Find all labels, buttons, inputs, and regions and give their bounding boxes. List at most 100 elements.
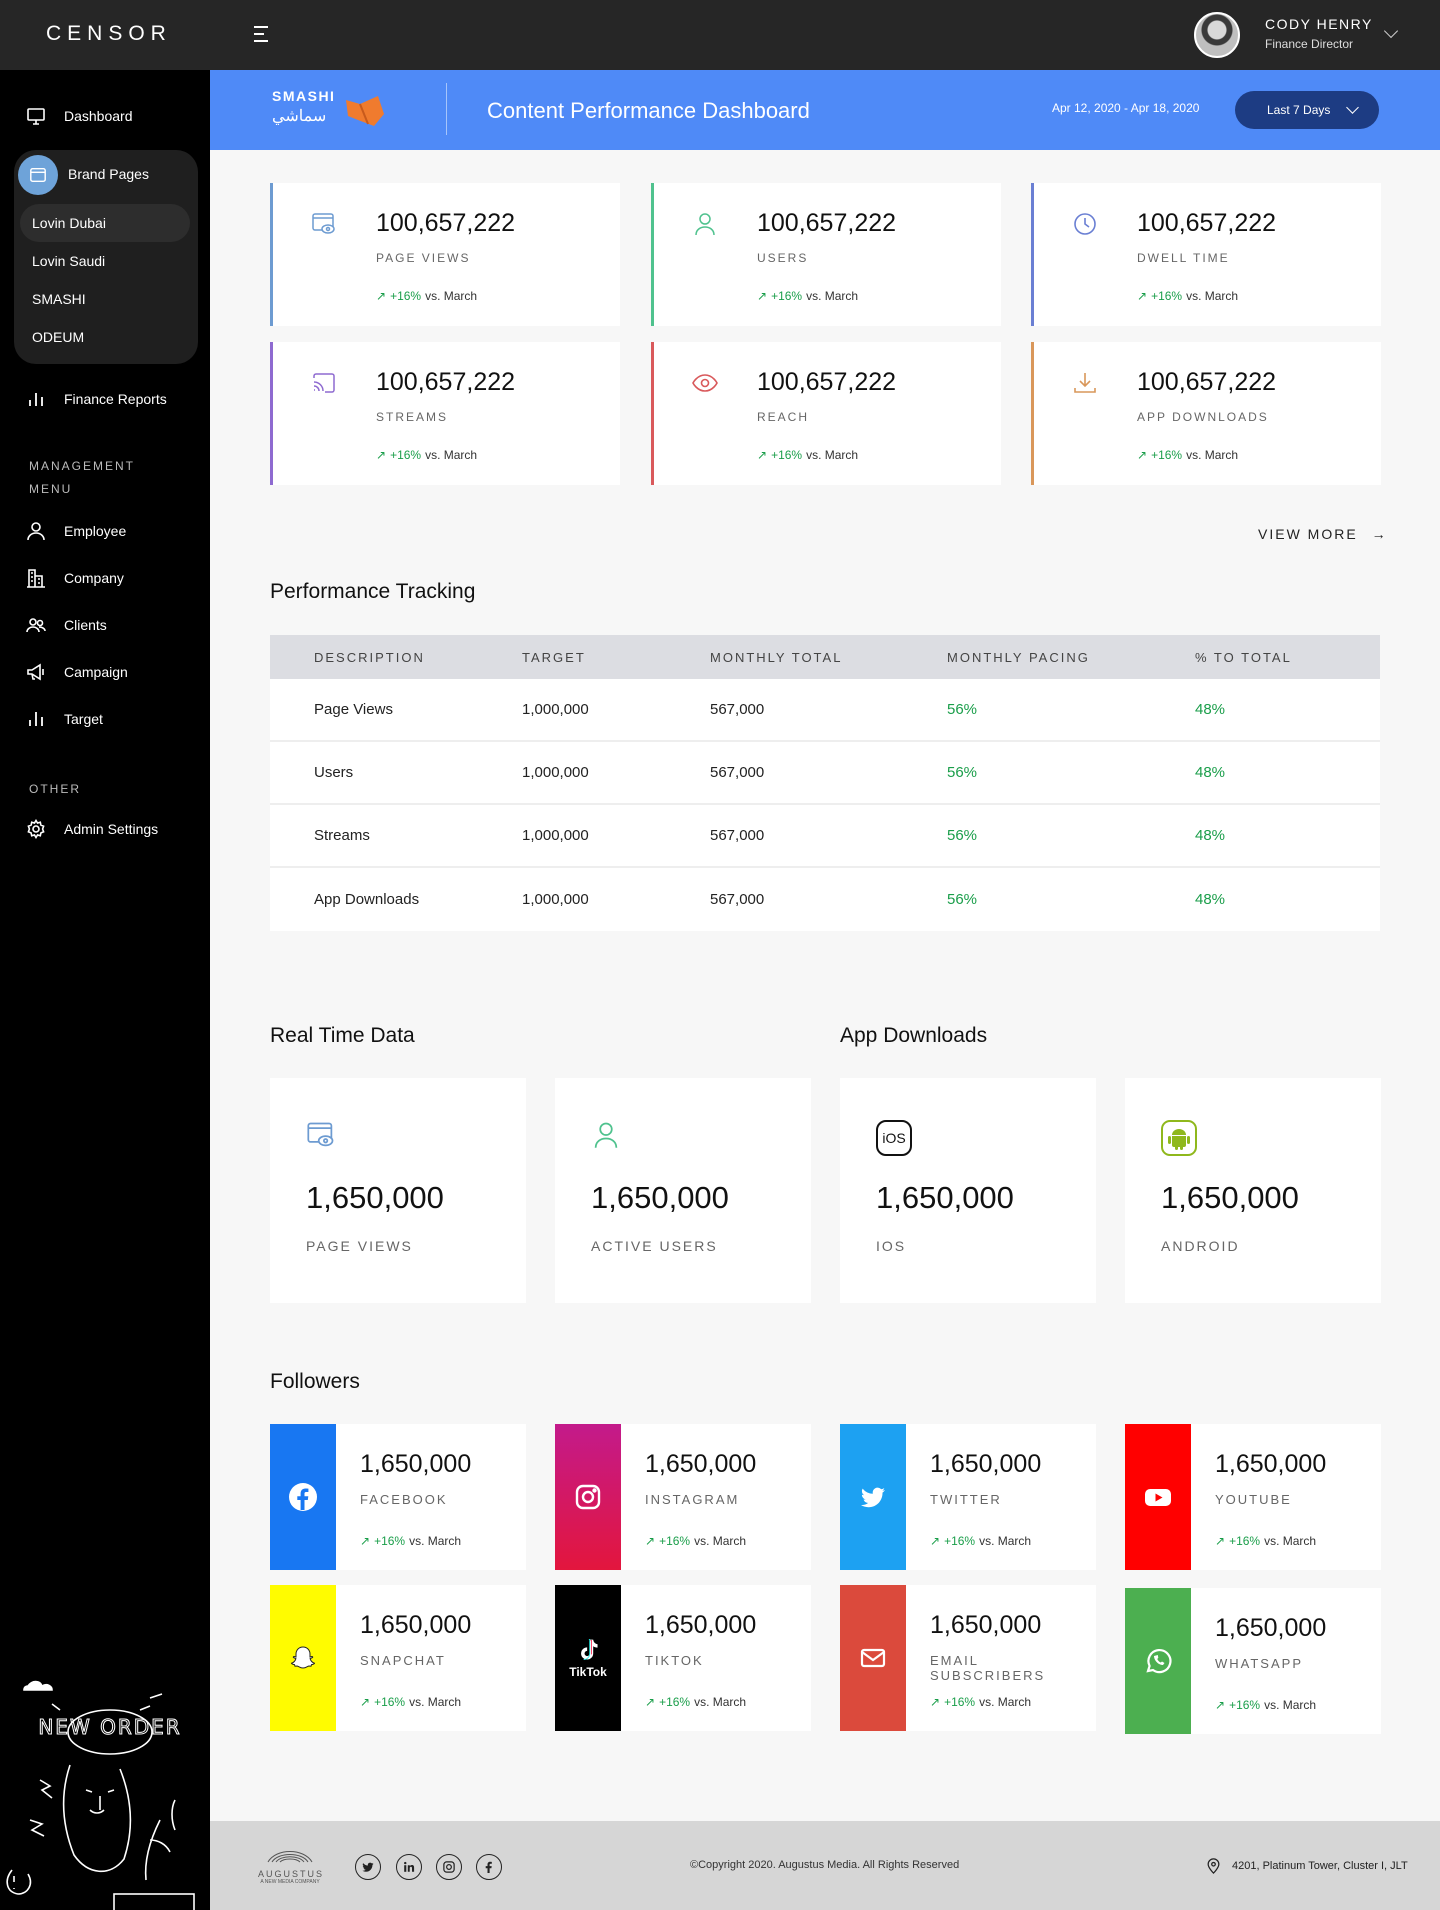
sidebar-item-label: Target bbox=[64, 711, 103, 727]
mail-icon bbox=[860, 1648, 886, 1668]
facebook-icon bbox=[289, 1483, 317, 1511]
stat-card-dwell-time[interactable]: 100,657,222 DWELL TIME ↗ +16% vs. March bbox=[1031, 183, 1381, 326]
megaphone-icon bbox=[27, 663, 44, 681]
user-role: Finance Director bbox=[1265, 37, 1354, 51]
trend-up-icon: ↗ bbox=[645, 1534, 656, 1548]
sidebar-item-brand-pages[interactable]: Brand Pages bbox=[68, 166, 149, 182]
table-row[interactable]: Users 1,000,000 567,000 56% 48% bbox=[270, 742, 1380, 805]
twitter-icon bbox=[861, 1487, 885, 1508]
stat-card-streams[interactable]: 100,657,222 STREAMS ↗ +16% vs. March bbox=[270, 342, 620, 485]
stat-card-reach[interactable]: 100,657,222 REACH ↗ +16% vs. March bbox=[651, 342, 1001, 485]
section-title-followers: Followers bbox=[270, 1370, 360, 1393]
view-more-link[interactable]: VIEW MORE → bbox=[1258, 526, 1388, 542]
user-icon bbox=[594, 1122, 618, 1148]
eye-icon bbox=[692, 374, 718, 392]
sidebar-item-clients[interactable]: Clients bbox=[26, 615, 107, 635]
clock-icon bbox=[1074, 213, 1096, 235]
sidebar-item-label: Finance Reports bbox=[64, 391, 167, 407]
management-menu-heading: MANAGEMENT MENU bbox=[29, 459, 136, 496]
user-icon bbox=[27, 522, 45, 541]
monitor-icon bbox=[27, 108, 45, 125]
table-row[interactable]: Streams 1,000,000 567,000 56% 48% bbox=[270, 805, 1380, 868]
footer-facebook-icon[interactable] bbox=[476, 1854, 502, 1880]
browser-eye-icon bbox=[312, 213, 335, 234]
section-title-realtime: Real Time Data bbox=[270, 1024, 415, 1047]
trend-up-icon: ↗ bbox=[360, 1534, 371, 1548]
cast-icon bbox=[313, 373, 335, 393]
trend-up-icon: ↗ bbox=[1215, 1534, 1226, 1548]
download-card-android[interactable]: 1,650,000 ANDROID bbox=[1125, 1078, 1381, 1303]
period-select[interactable]: Last 7 Days bbox=[1235, 91, 1379, 129]
gear-icon bbox=[27, 819, 45, 839]
tiktok-icon bbox=[581, 1639, 598, 1660]
brand-item-odeum[interactable]: ODEUM bbox=[32, 329, 85, 345]
avatar[interactable] bbox=[1194, 12, 1240, 58]
trend-up-icon: ↗ bbox=[645, 1695, 656, 1709]
browser-eye-icon bbox=[307, 1122, 334, 1147]
trend-up-icon: ↗ bbox=[376, 448, 387, 462]
download-card-ios[interactable]: iOS 1,650,000 IOS bbox=[840, 1078, 1096, 1303]
android-icon bbox=[1161, 1120, 1197, 1156]
brand-pages-circle[interactable] bbox=[18, 155, 58, 195]
follower-card-twitter[interactable]: 1,650,000 TWITTER ↗ +16% vs. March bbox=[840, 1424, 1096, 1570]
snapchat-icon bbox=[290, 1646, 316, 1669]
follower-card-facebook[interactable]: 1,650,000 FACEBOOK ↗ +16% vs. March bbox=[270, 1424, 526, 1570]
map-pin-icon bbox=[1207, 1858, 1220, 1874]
other-heading: OTHER bbox=[29, 782, 81, 796]
follower-card-youtube[interactable]: 1,650,000 YOUTUBE ↗ +16% vs. March bbox=[1125, 1424, 1381, 1570]
bar-chart-icon bbox=[29, 393, 43, 406]
arrow-right-icon: → bbox=[1371, 526, 1388, 542]
building-icon bbox=[27, 569, 45, 588]
follower-card-instagram[interactable]: 1,650,000 INSTAGRAM ↗ +16% vs. March bbox=[555, 1424, 811, 1570]
sidebar-item-label: Dashboard bbox=[64, 108, 133, 124]
chevron-down-icon bbox=[1346, 101, 1359, 114]
trend-up-icon: ↗ bbox=[757, 289, 768, 303]
sidebar-item-finance-reports[interactable]: Finance Reports bbox=[26, 389, 167, 409]
download-icon bbox=[1074, 373, 1096, 393]
brand-item-lovin-dubai[interactable]: Lovin Dubai bbox=[32, 215, 106, 231]
footer-address: 4201, Platinum Tower, Cluster I, JLT bbox=[1207, 1858, 1408, 1874]
stat-card-users[interactable]: 100,657,222 USERS ↗ +16% vs. March bbox=[651, 183, 1001, 326]
augustus-logo[interactable]: AUGUSTUS A NEW MEDIA COMPANY bbox=[258, 1842, 322, 1890]
page-title: Content Performance Dashboard bbox=[487, 98, 810, 123]
users-icon bbox=[26, 618, 46, 633]
sidebar-item-campaign[interactable]: Campaign bbox=[26, 662, 128, 682]
footer-linkedin-icon[interactable] bbox=[396, 1854, 422, 1880]
sidebar-item-target[interactable]: Target bbox=[26, 709, 103, 729]
realtime-card-active-users[interactable]: 1,650,000 ACTIVE USERS bbox=[555, 1078, 811, 1303]
table-row[interactable]: Page Views 1,000,000 567,000 56% 48% bbox=[270, 679, 1380, 742]
youtube-icon bbox=[1145, 1489, 1171, 1506]
table-row[interactable]: App Downloads 1,000,000 567,000 56% 48% bbox=[270, 868, 1380, 931]
follower-card-email[interactable]: 1,650,000 EMAIL SUBSCRIBERS ↗ +16% vs. Mar… bbox=[840, 1585, 1096, 1731]
user-icon bbox=[695, 213, 715, 236]
trend-up-icon: ↗ bbox=[1215, 1698, 1226, 1712]
stat-card-app-downloads[interactable]: 100,657,222 APP DOWNLOADS ↗ +16% vs. March bbox=[1031, 342, 1381, 485]
realtime-card-page-views[interactable]: 1,650,000 PAGE VIEWS bbox=[270, 1078, 526, 1303]
trend-up-icon: ↗ bbox=[757, 448, 768, 462]
bar-chart-icon bbox=[29, 712, 43, 726]
user-name[interactable]: CODY HENRY bbox=[1265, 16, 1373, 32]
table-header: DESCRIPTION TARGET MONTHLY TOTAL MONTHLY… bbox=[270, 635, 1380, 679]
sidebar-item-dashboard[interactable]: Dashboard bbox=[26, 106, 133, 126]
sidebar-item-company[interactable]: Company bbox=[26, 568, 124, 588]
app-logo[interactable]: CENSOR bbox=[46, 22, 172, 45]
stat-card-page-views[interactable]: 100,657,222 PAGE VIEWS ↗ +16% vs. March bbox=[270, 183, 620, 326]
footer-twitter-icon[interactable] bbox=[355, 1854, 381, 1880]
sidebar-item-employee[interactable]: Employee bbox=[26, 521, 126, 541]
follower-card-whatsapp[interactable]: 1,650,000 WHATSAPP ↗ +16% vs. March bbox=[1125, 1588, 1381, 1734]
tiktok-wordmark: TikTok bbox=[569, 1665, 607, 1679]
follower-card-tiktok[interactable]: TikTok 1,650,000 TIKTOK ↗ +16% vs. March bbox=[555, 1585, 811, 1731]
sidebar-item-admin-settings[interactable]: Admin Settings bbox=[26, 819, 158, 839]
menu-toggle-icon[interactable] bbox=[254, 26, 270, 44]
trend-up-icon: ↗ bbox=[930, 1695, 941, 1709]
follower-card-snapchat[interactable]: 1,650,000 SNAPCHAT ↗ +16% vs. March bbox=[270, 1585, 526, 1731]
smashi-mascot-icon bbox=[346, 96, 384, 126]
footer-instagram-icon[interactable] bbox=[436, 1854, 462, 1880]
smashi-logo[interactable]: SMASHI سماشي bbox=[272, 88, 336, 125]
brand-item-lovin-saudi[interactable]: Lovin Saudi bbox=[32, 253, 106, 269]
trend-up-icon: ↗ bbox=[360, 1695, 371, 1709]
trend-up-icon: ↗ bbox=[1137, 289, 1148, 303]
brand-item-smashi[interactable]: SMASHI bbox=[32, 291, 86, 307]
section-title-app-downloads: App Downloads bbox=[840, 1024, 988, 1047]
banner-divider bbox=[446, 83, 447, 135]
